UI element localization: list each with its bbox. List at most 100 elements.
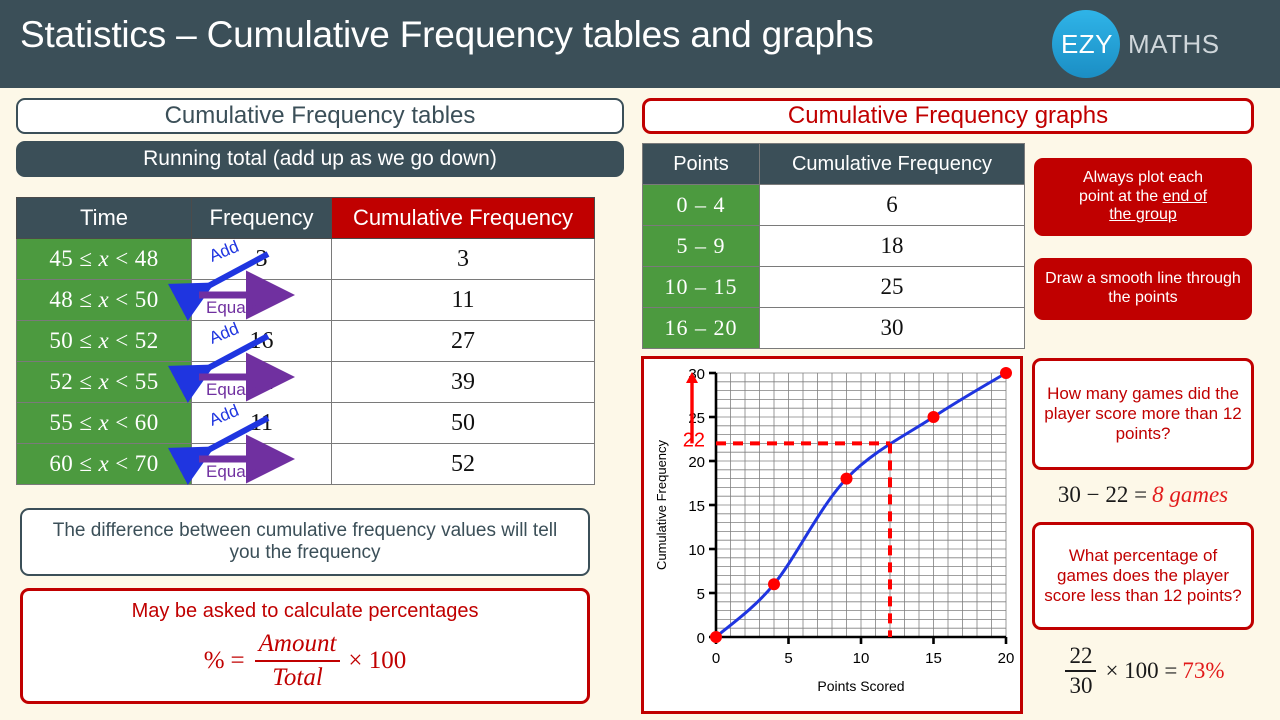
tip-plot-underline-b: the group [1109, 206, 1177, 224]
logo-circle-icon [1052, 10, 1120, 78]
table-row: 5 – 9 18 [642, 225, 1025, 267]
table-row: 45 ≤ x < 48 3 3 [16, 238, 595, 280]
readoff-value-label: 22 [683, 429, 705, 451]
cell-time: 60 ≤ x < 70 [16, 443, 192, 485]
y-axis-label: Cumulative Frequency [654, 439, 669, 570]
y-tick-label: 15 [688, 498, 705, 515]
x-tick-label: 20 [998, 650, 1015, 667]
percent-times: × 100 [348, 647, 407, 675]
col-header-points: Points [642, 143, 760, 185]
cell-cumulative: 18 [759, 225, 1025, 267]
table-row: 10 – 15 25 [642, 266, 1025, 308]
answer-1-result: 8 games [1152, 482, 1229, 507]
y-axis-arrow-head-icon [686, 372, 698, 383]
data-point-marker [1000, 367, 1012, 379]
logo-ezy-text: EZY [1060, 29, 1114, 59]
cell-points: 5 – 9 [642, 225, 760, 267]
left-subtitle-banner: Running total (add up as we go down) [16, 141, 624, 177]
data-point-marker [710, 631, 722, 643]
tip-plot-line1: Always plot each [1082, 168, 1204, 186]
cell-cumulative: 6 [759, 184, 1025, 226]
answer-2-times: × 100 = [1105, 658, 1178, 683]
cell-points: 16 – 20 [642, 307, 760, 349]
cell-cumulative: 11 [331, 279, 595, 321]
y-tick-label: 0 [697, 630, 705, 647]
cell-time: 55 ≤ x < 60 [16, 402, 192, 444]
cell-frequency: 8 [191, 279, 332, 321]
note-percentages: May be asked to calculate percentages % … [20, 588, 590, 704]
col-header-cumulative: Cumulative Frequency [331, 197, 595, 239]
x-axis-label: Points Scored [817, 678, 904, 694]
right-section-title: Cumulative Frequency graphs [642, 98, 1254, 134]
answer-1: 30 − 22 = 8 games [1032, 478, 1254, 512]
tip-plot-underline-a: end of [1162, 187, 1208, 205]
cell-time: 50 ≤ x < 52 [16, 320, 192, 362]
cell-cumulative: 3 [331, 238, 595, 280]
note-percentages-title: May be asked to calculate percentages [131, 599, 479, 622]
table-row: 52 ≤ x < 55 12 39 [16, 361, 595, 403]
cell-points: 0 – 4 [642, 184, 760, 226]
cf-header-row: Points Cumulative Frequency [642, 143, 1025, 185]
cell-points: 10 – 15 [642, 266, 760, 308]
cell-cumulative: 25 [759, 266, 1025, 308]
frequency-table: Time Frequency Cumulative Frequency 45 ≤… [16, 197, 595, 485]
page-title: Statistics – Cumulative Frequency tables… [20, 14, 874, 55]
x-tick-label: 5 [784, 650, 792, 667]
percent-formula: % = Amount Total × 100 [204, 629, 407, 692]
cell-frequency: 3 [191, 238, 332, 280]
question-2: What percentage of games does the player… [1032, 522, 1254, 630]
table-header-row: Time Frequency Cumulative Frequency [16, 197, 595, 239]
cell-cumulative: 39 [331, 361, 595, 403]
page-header: Statistics – Cumulative Frequency tables… [0, 0, 1280, 88]
answer-2: 22 30 × 100 = 73% [1032, 640, 1254, 702]
y-tick-label: 20 [688, 454, 705, 471]
cell-frequency: 11 [191, 402, 332, 444]
cell-time: 45 ≤ x < 48 [16, 238, 192, 280]
cell-cumulative: 30 [759, 307, 1025, 349]
x-tick-label: 10 [853, 650, 870, 667]
answer-2-numerator: 22 [1065, 643, 1097, 672]
note-difference: The difference between cumulative freque… [20, 508, 590, 576]
answer-1-lhs: 30 − 22 = [1057, 482, 1148, 507]
percent-denominator: Total [272, 663, 323, 691]
data-point-marker [927, 411, 940, 423]
col-header-time: Time [16, 197, 192, 239]
cell-cumulative: 50 [331, 402, 595, 444]
percent-equals: = [230, 647, 245, 675]
y-tick-label: 10 [688, 542, 705, 559]
question-1: How many games did the player score more… [1032, 358, 1254, 470]
brand-logo: EZY MATHS [1046, 8, 1258, 80]
left-section-title: Cumulative Frequency tables [16, 98, 624, 134]
cumulative-frequency-chart: 0 5 10 15 20 25 30 0 5 10 15 20 Points Scored Cumulat… [641, 356, 1023, 714]
tip-plot-line2: point at the end of [1078, 187, 1208, 205]
percent-numerator: Amount [254, 629, 341, 662]
table-row: 48 ≤ x < 50 8 11 [16, 279, 595, 321]
cell-cumulative: 27 [331, 320, 595, 362]
tip-plot-end-of-group: Always plot each point at the end of the… [1034, 158, 1252, 236]
cell-frequency: 2 [191, 443, 332, 485]
cell-time: 52 ≤ x < 55 [16, 361, 192, 403]
y-tick-label: 5 [697, 586, 705, 603]
cell-time: 48 ≤ x < 50 [16, 279, 192, 321]
answer-2-denominator: 30 [1069, 673, 1093, 698]
cell-cumulative: 52 [331, 443, 595, 485]
tip-smooth-line: Draw a smooth line through the points [1034, 258, 1252, 320]
x-tick-label: 0 [712, 650, 720, 667]
table-row: 60 ≤ x < 70 2 52 [16, 443, 595, 485]
table-row: 16 – 20 30 [642, 307, 1025, 349]
percent-fraction: Amount Total [254, 629, 341, 692]
answer-2-result: 73% [1182, 658, 1225, 683]
x-tick-label: 15 [925, 650, 942, 667]
percent-lhs: % [203, 647, 225, 675]
cell-frequency: 12 [191, 361, 332, 403]
col-header-frequency: Frequency [191, 197, 332, 239]
table-row: 55 ≤ x < 60 11 50 [16, 402, 595, 444]
logo-maths-text: MATHS [1128, 29, 1220, 59]
cell-frequency: 16 [191, 320, 332, 362]
data-point-marker [768, 578, 780, 591]
answer-2-fraction: 22 30 [1065, 643, 1097, 699]
data-point-marker [840, 472, 853, 485]
